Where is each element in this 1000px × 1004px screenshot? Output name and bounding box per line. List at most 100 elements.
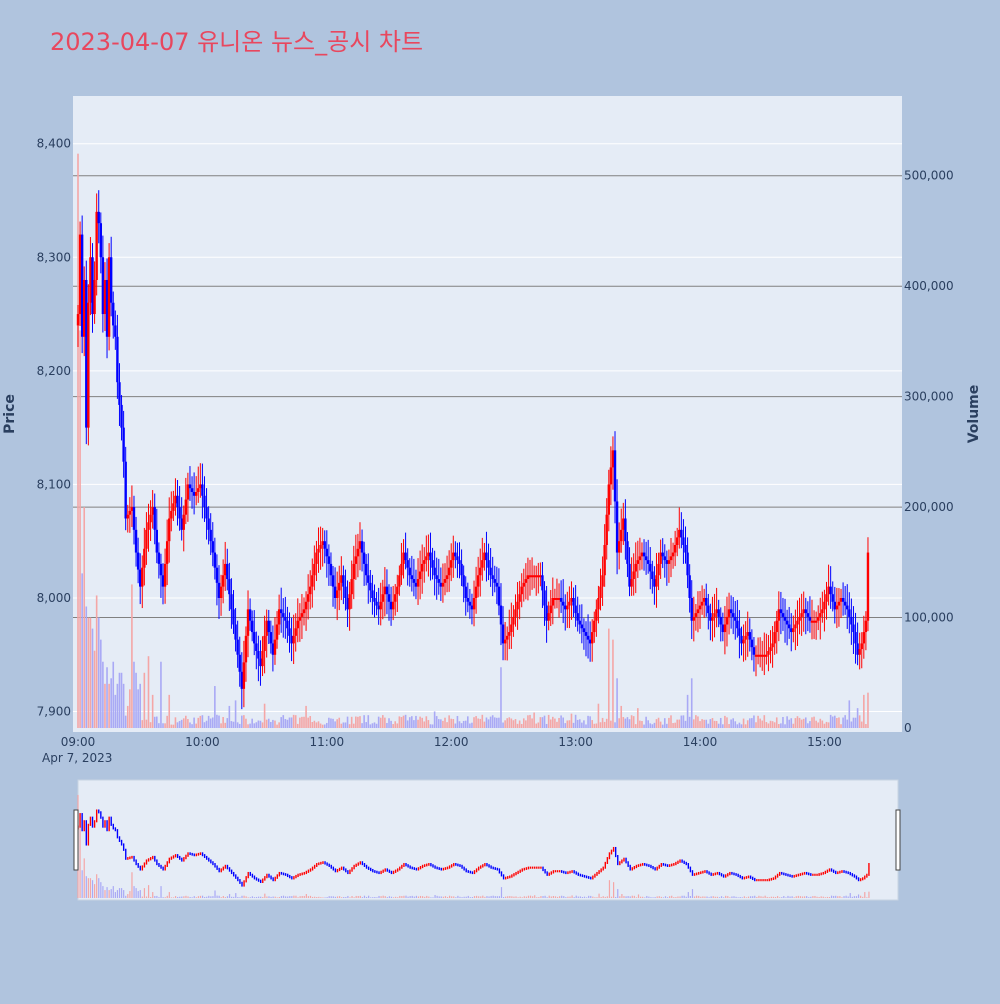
slider-volume-bar bbox=[756, 896, 758, 898]
candle-body bbox=[489, 567, 492, 576]
price-tick-label: 8,200 bbox=[37, 364, 71, 378]
slider-volume-bar bbox=[511, 896, 513, 898]
volume-bar bbox=[738, 722, 741, 728]
slider-volume-bar bbox=[642, 896, 644, 898]
candle-body bbox=[192, 491, 196, 496]
volume-bar bbox=[726, 717, 728, 728]
slider-volume-bar bbox=[590, 895, 592, 898]
volume-bar bbox=[444, 717, 446, 728]
candle-body bbox=[657, 563, 660, 576]
volume-bar bbox=[220, 723, 222, 728]
volume-bar bbox=[301, 716, 303, 728]
volume-bar bbox=[475, 716, 477, 728]
slider-volume-bar bbox=[793, 897, 795, 898]
slider-volume-bar bbox=[152, 892, 154, 898]
candle-body bbox=[630, 579, 633, 587]
slider-volume-bar bbox=[243, 895, 245, 898]
volume-bar bbox=[746, 720, 749, 728]
volume-bar bbox=[197, 717, 200, 728]
slider-volume-bar bbox=[857, 894, 860, 898]
slider-volume-bar bbox=[365, 896, 368, 898]
candle-body bbox=[259, 658, 262, 667]
volume-bar bbox=[589, 716, 591, 728]
volume-bar bbox=[259, 720, 262, 728]
volume-bar bbox=[804, 717, 807, 728]
volume-bar bbox=[375, 723, 378, 728]
volume-bar bbox=[189, 722, 191, 728]
candle-body bbox=[335, 590, 339, 598]
slider-volume-bar bbox=[594, 897, 596, 898]
slider-volume-bar bbox=[164, 897, 166, 898]
volume-bar bbox=[423, 721, 426, 728]
volume-bar bbox=[693, 719, 695, 728]
volume-bar bbox=[578, 719, 581, 728]
candle-body bbox=[87, 302, 90, 428]
slider-volume-bar bbox=[747, 896, 750, 898]
candle-body bbox=[783, 616, 787, 621]
volume-bar bbox=[512, 720, 515, 728]
volume-bar bbox=[460, 723, 463, 728]
volume-bar bbox=[610, 720, 612, 728]
volume-tick-label: 0 bbox=[904, 721, 912, 735]
volume-bar bbox=[218, 715, 220, 728]
slider-volume-bar bbox=[627, 896, 629, 898]
volume-bar bbox=[342, 722, 345, 728]
slider-volume-bar bbox=[502, 897, 505, 898]
slider-volume-bar bbox=[336, 896, 339, 898]
volume-bar bbox=[626, 717, 629, 728]
candle-body bbox=[321, 541, 324, 545]
volume-bar bbox=[133, 661, 135, 728]
slider-volume-bar bbox=[233, 896, 235, 898]
candle-body bbox=[862, 632, 866, 644]
volume-bar bbox=[684, 720, 687, 728]
volume-bar bbox=[170, 724, 173, 728]
slider-volume-bar bbox=[696, 895, 698, 898]
slider-volume-bar bbox=[646, 895, 648, 898]
volume-bar bbox=[205, 720, 208, 728]
candle-body bbox=[777, 609, 781, 621]
candle-body bbox=[309, 586, 312, 595]
slider-volume-bar bbox=[866, 897, 868, 898]
slider-volume-bar bbox=[193, 896, 195, 898]
slider-volume-bar bbox=[604, 896, 606, 898]
volume-tick-label: 300,000 bbox=[904, 390, 954, 404]
volume-bar bbox=[670, 715, 672, 728]
candle-body bbox=[151, 507, 154, 515]
candle-body bbox=[174, 495, 177, 504]
volume-bar bbox=[680, 715, 683, 728]
candle-body bbox=[255, 643, 258, 651]
slider-volume-bar bbox=[644, 897, 646, 898]
candle-body bbox=[588, 639, 592, 644]
slider-volume-bar bbox=[729, 897, 731, 898]
volume-bar bbox=[429, 724, 432, 728]
slider-volume-bar bbox=[307, 896, 310, 898]
candle-body bbox=[452, 552, 455, 561]
candle-body bbox=[265, 620, 268, 636]
candle-body bbox=[497, 586, 501, 606]
volume-bar bbox=[162, 723, 164, 728]
volume-bar bbox=[856, 708, 859, 728]
volume-bar bbox=[773, 722, 776, 728]
range-slider-left-handle[interactable] bbox=[73, 809, 79, 871]
slider-volume-bar bbox=[451, 896, 453, 898]
slider-volume-bar bbox=[496, 896, 498, 898]
volume-bar bbox=[440, 719, 442, 728]
volume-bar bbox=[529, 714, 531, 728]
slider-volume-bar bbox=[480, 896, 482, 898]
slider-volume-bar bbox=[145, 896, 148, 898]
range-slider-right-handle[interactable] bbox=[895, 809, 901, 871]
slider-volume-bar bbox=[679, 896, 681, 898]
volume-bar bbox=[299, 717, 301, 728]
candle-body bbox=[132, 507, 136, 530]
candle-body bbox=[655, 575, 658, 587]
slider-volume-bar bbox=[498, 896, 501, 898]
volume-bar bbox=[112, 661, 115, 728]
slider-volume-bar bbox=[515, 896, 517, 898]
slider-volume-bar bbox=[776, 896, 779, 898]
slider-volume-bar bbox=[768, 897, 770, 898]
volume-bar bbox=[357, 716, 359, 728]
range-slider[interactable] bbox=[73, 779, 901, 901]
volume-bar bbox=[214, 686, 216, 728]
slider-volume-bar bbox=[185, 895, 187, 898]
volume-bar bbox=[359, 716, 361, 728]
